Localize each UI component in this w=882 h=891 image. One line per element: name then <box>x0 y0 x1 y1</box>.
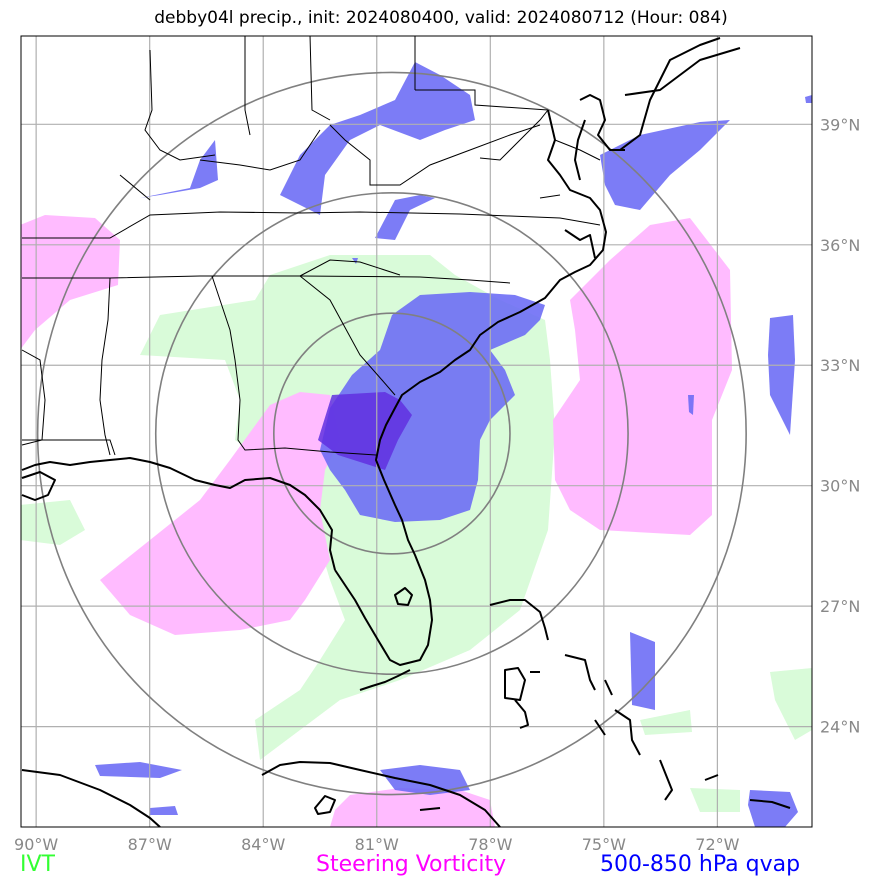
graticule <box>21 36 812 827</box>
latitude-tick-label: 30°N <box>820 477 860 496</box>
longitude-labels: 90°W 87°W 84°W 81°W 78°W 75°W 72°W <box>14 835 740 854</box>
range-ring <box>273 312 511 555</box>
longitude-tick-label: 84°W <box>241 835 285 854</box>
latitude-tick-label: 33°N <box>820 356 860 375</box>
steering-vorticity-field <box>21 215 732 827</box>
map-frame <box>20 35 813 828</box>
qvap-vorticity-overlap <box>318 392 412 470</box>
longitude-tick-label: 90°W <box>14 835 58 854</box>
latitude-tick-label: 27°N <box>820 597 860 616</box>
longitude-tick-label: 75°W <box>582 835 626 854</box>
legend-steering-vorticity: Steering Vorticity <box>316 852 507 877</box>
longitude-tick-label: 78°W <box>468 835 512 854</box>
longitude-tick-label: 72°W <box>695 835 739 854</box>
longitude-tick-label: 87°W <box>128 835 172 854</box>
latitude-tick-label: 36°N <box>820 236 860 255</box>
longitude-tick-label: 81°W <box>355 835 399 854</box>
latitude-tick-label: 24°N <box>820 718 860 737</box>
legend-ivt: IVT <box>20 852 55 877</box>
latitude-labels: 24°N 27°N 30°N 33°N 36°N 39°N <box>820 115 860 736</box>
latitude-tick-label: 39°N <box>820 115 860 134</box>
range-ring <box>154 192 629 676</box>
state-borders <box>21 36 601 456</box>
map-title: debby04l precip., init: 2024080400, vali… <box>154 8 728 28</box>
legend-qvap: 500-850 hPa qvap <box>600 852 801 877</box>
range-rings <box>36 71 747 796</box>
range-ring <box>36 71 747 796</box>
coastlines <box>21 37 791 827</box>
